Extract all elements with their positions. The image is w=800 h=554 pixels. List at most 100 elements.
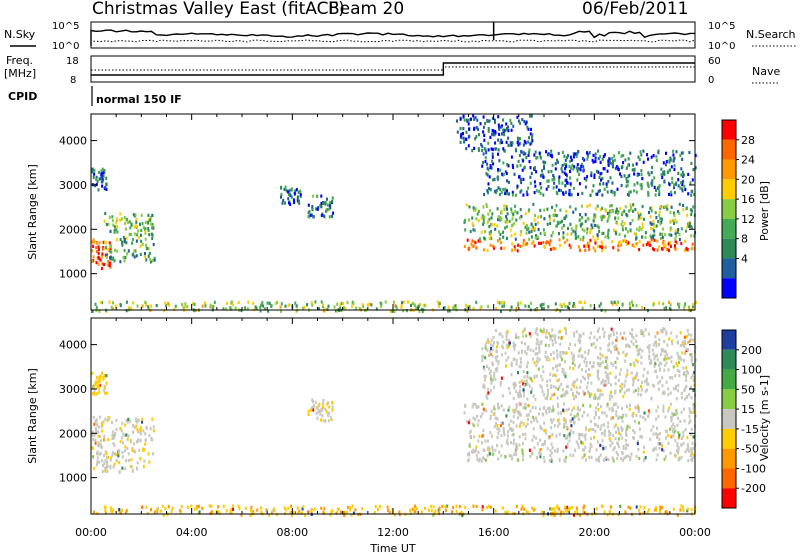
data-cell xyxy=(129,419,132,423)
data-cell xyxy=(135,239,138,243)
data-cell xyxy=(540,303,543,307)
data-cell xyxy=(494,131,497,135)
data-cell xyxy=(549,454,552,458)
data-cell xyxy=(598,304,601,308)
data-cell xyxy=(682,208,685,212)
data-cell xyxy=(193,302,196,307)
data-cell xyxy=(599,364,602,368)
data-cell xyxy=(584,445,587,449)
data-cell xyxy=(589,427,592,431)
data-cell xyxy=(688,421,691,425)
data-cell xyxy=(640,173,643,177)
data-cell xyxy=(565,445,568,449)
data-cell xyxy=(596,224,599,228)
data-cell xyxy=(93,389,96,393)
data-cell xyxy=(540,452,542,456)
data-cell xyxy=(668,406,671,410)
data-cell xyxy=(674,182,677,186)
data-cell xyxy=(584,219,587,223)
data-cell xyxy=(495,345,498,349)
data-cell xyxy=(506,434,509,438)
data-cell xyxy=(468,431,471,435)
data-cell xyxy=(268,301,271,305)
data-cell xyxy=(588,455,591,459)
data-cell xyxy=(607,236,610,240)
data-cell xyxy=(677,178,680,182)
data-cell xyxy=(287,303,290,307)
data-cell xyxy=(128,306,130,310)
data-cell xyxy=(95,392,98,396)
data-cell xyxy=(487,212,490,216)
data-cell xyxy=(505,364,507,368)
data-cell xyxy=(532,357,535,361)
data-cell xyxy=(539,208,542,212)
data-cell xyxy=(514,237,517,241)
data-cell xyxy=(506,217,508,221)
data-cell xyxy=(597,388,599,392)
data-cell xyxy=(627,454,630,458)
data-cell xyxy=(96,250,99,254)
data-cell xyxy=(622,414,624,418)
data-cell xyxy=(671,411,674,416)
data-cell xyxy=(488,175,491,179)
data-cell xyxy=(566,156,568,160)
data-cell xyxy=(522,442,524,446)
data-cell xyxy=(607,180,610,184)
data-cell xyxy=(147,452,150,456)
data-cell xyxy=(128,220,131,224)
data-cell xyxy=(646,345,649,349)
noise-left-tick-bottom: 10^0 xyxy=(52,41,79,52)
data-cell xyxy=(530,230,533,234)
data-cell xyxy=(657,405,660,409)
data-cell xyxy=(575,386,578,390)
data-cell xyxy=(656,331,659,335)
data-cell xyxy=(603,187,606,191)
data-cell xyxy=(661,329,664,334)
data-cell xyxy=(115,220,118,225)
data-region xyxy=(91,415,155,475)
data-cell xyxy=(326,197,328,201)
data-cell xyxy=(526,397,529,401)
data-cell xyxy=(570,166,572,170)
data-cell xyxy=(668,192,670,196)
colorbar-tick-label: 12 xyxy=(741,213,755,226)
data-cell xyxy=(597,416,600,420)
data-cell xyxy=(395,307,398,311)
data-cell xyxy=(564,505,567,509)
data-cell xyxy=(647,241,650,245)
data-cell xyxy=(446,504,449,508)
data-cell xyxy=(527,511,530,515)
data-cell xyxy=(498,332,501,336)
data-cell xyxy=(354,508,357,512)
data-cell xyxy=(602,231,605,235)
data-cell xyxy=(650,428,653,432)
data-cell xyxy=(478,459,480,463)
data-cell xyxy=(515,389,518,394)
data-cell xyxy=(147,307,150,311)
data-cell xyxy=(641,177,644,181)
data-cell xyxy=(672,427,675,432)
data-cell xyxy=(686,248,689,252)
data-cell xyxy=(533,446,536,450)
data-cell xyxy=(112,301,114,305)
data-cell xyxy=(465,130,468,134)
data-cell xyxy=(525,352,528,356)
data-cell xyxy=(312,408,315,412)
data-cell xyxy=(687,371,690,375)
data-cell xyxy=(686,328,689,333)
data-cell xyxy=(656,239,659,243)
data-cell xyxy=(564,158,567,162)
data-cell xyxy=(486,191,489,195)
data-cell xyxy=(554,510,556,514)
data-cell xyxy=(598,459,600,463)
data-cell xyxy=(494,328,497,333)
data-cell xyxy=(548,406,551,410)
data-cell xyxy=(655,155,658,159)
x-tick-label: 08:00 xyxy=(276,526,308,539)
data-cell xyxy=(510,427,513,431)
data-cell xyxy=(553,175,555,179)
data-cell xyxy=(489,505,492,509)
data-cell xyxy=(611,239,614,244)
data-cell xyxy=(298,201,301,205)
